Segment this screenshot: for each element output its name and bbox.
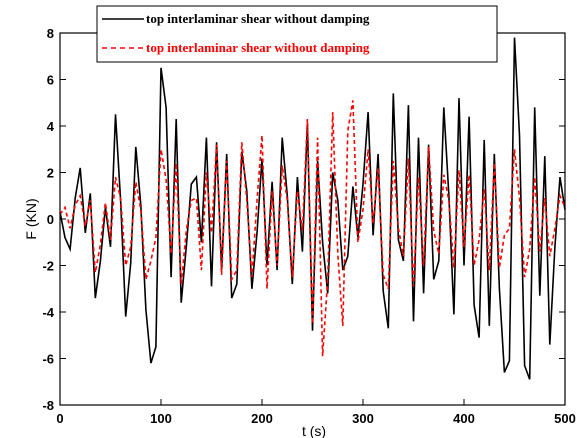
y-tick-label: 8 <box>47 26 54 41</box>
legend-label-series-2: top interlaminar shear without damping <box>146 40 370 55</box>
y-tick-label: 6 <box>47 73 54 88</box>
legend-label-series-1: top interlaminar shear without damping <box>146 11 370 26</box>
x-tick-label: 300 <box>352 411 374 426</box>
x-tick-label: 100 <box>150 411 172 426</box>
x-axis-title: t (s) <box>302 423 326 438</box>
legend-box <box>96 5 498 63</box>
x-tick-label: 400 <box>453 411 475 426</box>
y-tick-label: -2 <box>42 259 54 274</box>
x-tick-label: 0 <box>56 411 63 426</box>
y-tick-label: 0 <box>47 212 54 227</box>
y-tick-label: 4 <box>47 119 55 134</box>
y-tick-label: -8 <box>42 398 54 413</box>
y-tick-label: -6 <box>42 352 54 367</box>
series-1-line <box>59 37 566 380</box>
legend: top interlaminar shear without damping t… <box>96 5 498 63</box>
y-axis-title: F (KN) <box>23 198 39 239</box>
y-tick-label: 2 <box>47 166 54 181</box>
plot-lines <box>59 37 566 380</box>
y-tick-label: -4 <box>42 305 54 320</box>
x-tick-label: 200 <box>251 411 273 426</box>
axis-tick-labels: 0 100 200 300 400 500 -8 -6 -4 -2 0 2 4 6 8 <box>42 26 575 426</box>
x-tick-label: 500 <box>554 411 576 426</box>
series-2-line <box>59 100 566 357</box>
